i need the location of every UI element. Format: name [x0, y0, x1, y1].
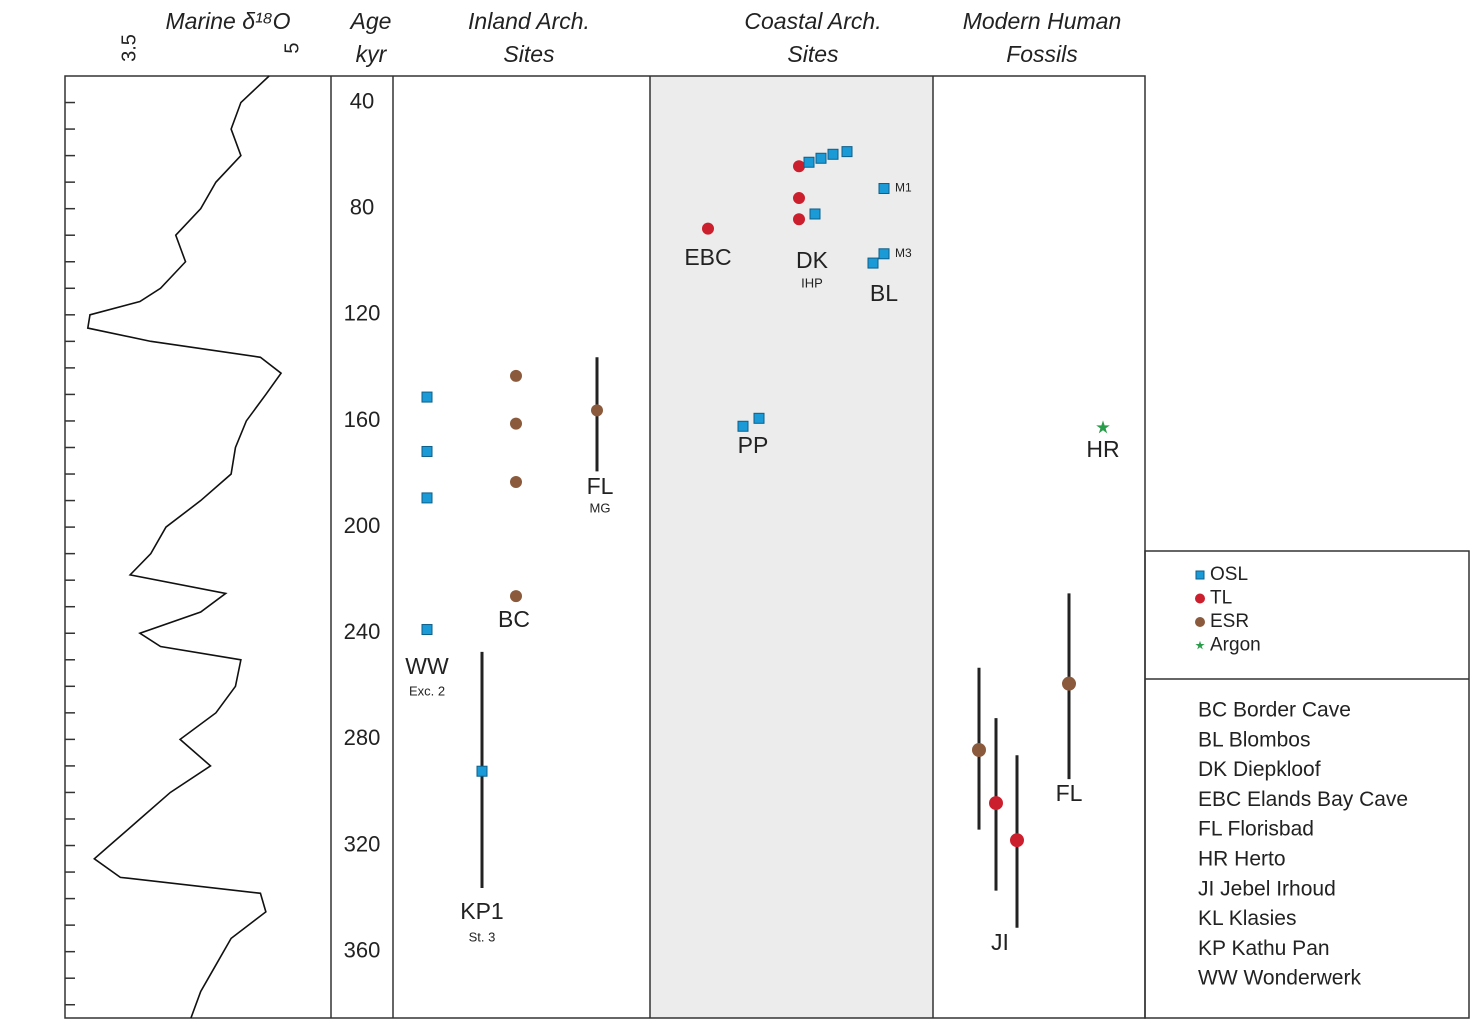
legend-label: Argon: [1210, 635, 1261, 656]
column-header: Coastal Arch.: [744, 8, 881, 34]
legend-box: [1144, 550, 1470, 1019]
y-tick-label: 160: [344, 407, 381, 432]
abbreviation: JI Jebel Irhoud: [1198, 877, 1336, 900]
site-label: BL: [870, 280, 898, 306]
site-label: HR: [1086, 436, 1119, 462]
site-label: EBC: [684, 244, 731, 270]
point-tag: M3: [895, 246, 912, 260]
abbreviation: EBC Elands Bay Cave: [1198, 788, 1408, 811]
abbreviation: BL Blombos: [1198, 728, 1310, 751]
site-label: WW: [405, 653, 449, 679]
tl-point: [793, 192, 805, 205]
abbreviation: FL Florisbad: [1198, 818, 1314, 841]
esr-point: [1062, 676, 1076, 691]
column-header: kyr: [356, 41, 388, 67]
site-sublabel: St. 3: [469, 929, 496, 944]
site-label: BC: [498, 606, 530, 632]
osl-point: [476, 765, 488, 777]
osl-point: [421, 624, 433, 636]
site-sublabel: Exc. 2: [409, 683, 445, 698]
abbreviation: KP Kathu Pan: [1198, 937, 1330, 960]
esr-point: [510, 590, 522, 603]
tl-point: [793, 213, 805, 226]
tl-point: [702, 222, 714, 235]
osl-point: [827, 148, 839, 160]
column-header: Sites: [503, 41, 555, 67]
tl-point: [989, 796, 1003, 811]
site-label: KP1: [460, 898, 503, 924]
site-sublabel: IHP: [801, 275, 823, 290]
osl-point: [841, 146, 853, 158]
y-tick-label: 320: [344, 831, 381, 856]
osl-point: [878, 183, 890, 195]
abbreviation: WW Wonderwerk: [1198, 967, 1361, 990]
y-tick-label: 280: [344, 725, 381, 750]
point-tag: M1: [895, 181, 912, 195]
x-tick-label: 3.5: [118, 34, 140, 62]
legend-label: TL: [1210, 588, 1232, 609]
frame: [64, 75, 1146, 1019]
esr-point: [510, 369, 522, 382]
esr-point: [591, 404, 603, 417]
column-header: Age: [349, 8, 392, 34]
y-tick-label: 200: [344, 513, 381, 538]
legend-label: ESR: [1210, 611, 1249, 632]
site-sublabel: MG: [590, 500, 611, 515]
argon-point: [1096, 420, 1110, 434]
osl-point: [421, 445, 433, 457]
column-header: Fossils: [1006, 41, 1078, 67]
site-label: FL: [587, 473, 614, 499]
osl-point: [867, 257, 879, 269]
y-tick-label: 40: [350, 88, 374, 113]
y-tick-label: 240: [344, 619, 381, 644]
x-tick-label: 5: [281, 42, 303, 53]
column-header: Inland Arch.: [468, 8, 590, 34]
esr-point: [510, 475, 522, 488]
osl-point: [878, 248, 890, 260]
d18o-curve: [86, 75, 283, 1019]
argon-point: [1195, 640, 1205, 650]
osl-point: [421, 391, 433, 403]
abbreviation: BC Border Cave: [1198, 699, 1351, 722]
column-header: Sites: [787, 41, 839, 67]
esr-point: [1195, 617, 1205, 627]
y-tick-label: 360: [344, 937, 381, 962]
osl-point: [815, 152, 827, 164]
tl-point: [1195, 593, 1205, 604]
site-label: PP: [738, 432, 769, 458]
abbreviation: HR Herto: [1198, 848, 1286, 871]
osl-point: [1195, 570, 1205, 580]
site-label: DK: [796, 247, 829, 273]
osl-point: [737, 420, 749, 432]
esr-point: [972, 742, 986, 757]
osl-point: [421, 492, 433, 504]
tl-point: [793, 160, 805, 173]
column-header: Modern Human: [963, 8, 1122, 34]
esr-point: [510, 417, 522, 430]
abbreviation: DK Diepkloof: [1198, 758, 1321, 781]
y-tick-label: 80: [350, 194, 374, 219]
y-tick-label: 120: [344, 301, 381, 326]
abbreviation: KL Klasies: [1198, 907, 1296, 930]
site-label: FL: [1056, 780, 1083, 806]
osl-point: [753, 412, 765, 424]
legend-label: OSL: [1210, 564, 1248, 585]
site-label: JI: [991, 929, 1009, 955]
osl-point: [809, 208, 821, 220]
column-header: Marine δ¹⁸O: [166, 8, 291, 34]
osl-point: [803, 156, 815, 168]
tl-point: [1010, 833, 1024, 848]
coastal-panel: [650, 76, 933, 1018]
